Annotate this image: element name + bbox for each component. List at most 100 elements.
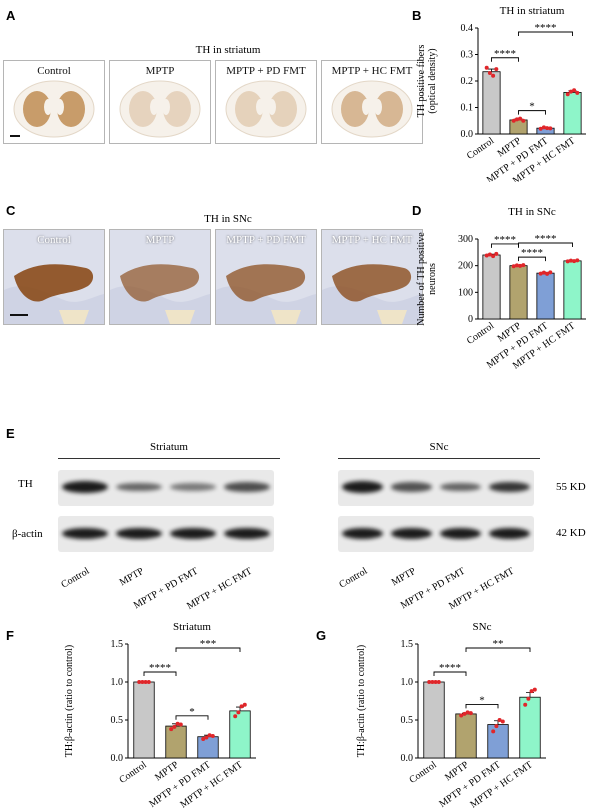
actin-band — [62, 528, 108, 539]
snc-section-drawing — [4, 230, 104, 324]
significance-bracket — [518, 256, 546, 262]
significance-label: * — [529, 101, 535, 113]
chart-f: Striatum TH:β-actin (ratio to control) 0.0… — [64, 621, 256, 810]
y-tick-label: 0.4 — [461, 23, 474, 34]
actin-band — [391, 528, 432, 539]
y-tick-label: 1.0 — [401, 677, 414, 688]
y-tick-label: 0.5 — [401, 715, 414, 726]
chart-title: Striatum — [173, 621, 211, 633]
data-point — [545, 126, 550, 131]
y-tick-label: 0.0 — [111, 753, 124, 764]
striatum-thumbnail-label: MPTP + PD FMT — [226, 65, 306, 77]
lane-label: Control — [59, 565, 92, 591]
striatum-thumbnail-label: MPTP — [145, 65, 175, 77]
mw-label-th: 55 KD — [556, 481, 586, 493]
chart-g: SNc TH:β-actin (ratio to control) 0.0 0.5 1.… — [356, 621, 546, 810]
data-point — [459, 713, 464, 718]
significance-label: **** — [521, 247, 543, 259]
chart-title: TH in SNc — [508, 206, 556, 218]
y-axis-label: TH:β-actin (ratio to control) — [356, 645, 367, 758]
data-point — [572, 259, 577, 264]
scale-bar — [10, 135, 20, 137]
snc-thumbnail-label: MPTP + HC FMT — [331, 234, 413, 246]
data-point — [514, 263, 519, 268]
striatum-thumbnail: Control — [3, 60, 105, 144]
significance-bracket — [518, 110, 546, 115]
significance-bracket — [175, 647, 241, 652]
th-band — [391, 482, 432, 492]
data-point — [529, 689, 534, 694]
data-point — [236, 710, 241, 715]
panel-label-a: A — [6, 8, 16, 23]
chart-d: TH in SNc Number of TH positiveneurons 0 10… — [416, 206, 586, 372]
data-point — [484, 65, 489, 70]
th-band — [489, 481, 530, 493]
blot-region-title: SNc — [429, 441, 449, 453]
data-point — [210, 733, 215, 738]
actin-blot-strip — [338, 516, 534, 552]
y-tick-label: 100 — [458, 287, 473, 298]
bar — [455, 713, 477, 759]
significance-label: **** — [439, 662, 461, 674]
y-axis-label: TH:β-actin (ratio to control) — [64, 645, 75, 758]
snc-section-drawing — [110, 230, 210, 324]
data-point — [239, 704, 244, 709]
data-point — [491, 73, 496, 78]
data-point — [207, 733, 212, 738]
significance-bracket — [143, 671, 177, 676]
bar — [165, 725, 187, 759]
data-point — [568, 89, 573, 94]
y-tick-label: 0.2 — [461, 76, 474, 87]
actin-band — [489, 528, 530, 539]
data-point — [436, 680, 441, 684]
lane-label: MPTP — [117, 565, 146, 589]
data-point — [545, 271, 550, 276]
y-tick-label: 1.0 — [111, 677, 124, 688]
significance-label: **** — [494, 48, 516, 60]
bar — [229, 710, 251, 759]
data-point — [491, 729, 496, 734]
y-tick-label: 0.3 — [461, 50, 474, 61]
snc-thumbnail-label: MPTP — [145, 234, 175, 246]
panel-label-e: E — [6, 426, 15, 441]
significance-bracket — [518, 242, 573, 247]
bar — [487, 724, 509, 759]
striatum-thumbnail: MPTP + HC FMT — [321, 60, 423, 144]
snc-thumbnail-label: Control — [37, 234, 71, 246]
snc-section-drawing — [322, 230, 422, 324]
th-band — [62, 481, 108, 493]
data-point — [511, 264, 516, 269]
actin-band — [116, 528, 162, 539]
bar — [423, 681, 445, 759]
th-band — [342, 481, 383, 493]
data-point — [487, 252, 492, 257]
panel-a-title: TH in striatum — [195, 44, 261, 56]
y-axis-label: TH positive fibers(optical density) — [416, 45, 438, 118]
th-band — [116, 482, 162, 492]
significance-label: **** — [494, 234, 516, 246]
significance-bracket — [491, 57, 519, 62]
snc-thumbnail: Control — [3, 229, 105, 325]
chart-b: TH in striatum TH positive fibers(optical… — [416, 5, 586, 182]
snc-thumbnail: MPTP — [109, 229, 211, 325]
error-bar — [487, 68, 496, 72]
bar — [563, 260, 582, 320]
panel-label-g: G — [316, 628, 327, 643]
significance-bracket — [175, 715, 209, 720]
data-point — [548, 270, 553, 275]
data-point — [146, 680, 151, 684]
data-point — [568, 258, 573, 263]
significance-bracket — [433, 671, 467, 676]
data-point — [430, 680, 435, 684]
significance-label: *** — [200, 638, 217, 650]
data-point — [233, 714, 238, 719]
data-point — [548, 126, 553, 131]
y-tick-label: 300 — [458, 234, 473, 245]
striatum-section-drawing — [119, 80, 201, 138]
actin-band — [170, 528, 216, 539]
data-point — [511, 118, 516, 123]
th-band — [224, 482, 270, 492]
data-point — [175, 721, 180, 726]
error-bar — [526, 692, 534, 698]
lane-label: Control — [337, 565, 370, 591]
